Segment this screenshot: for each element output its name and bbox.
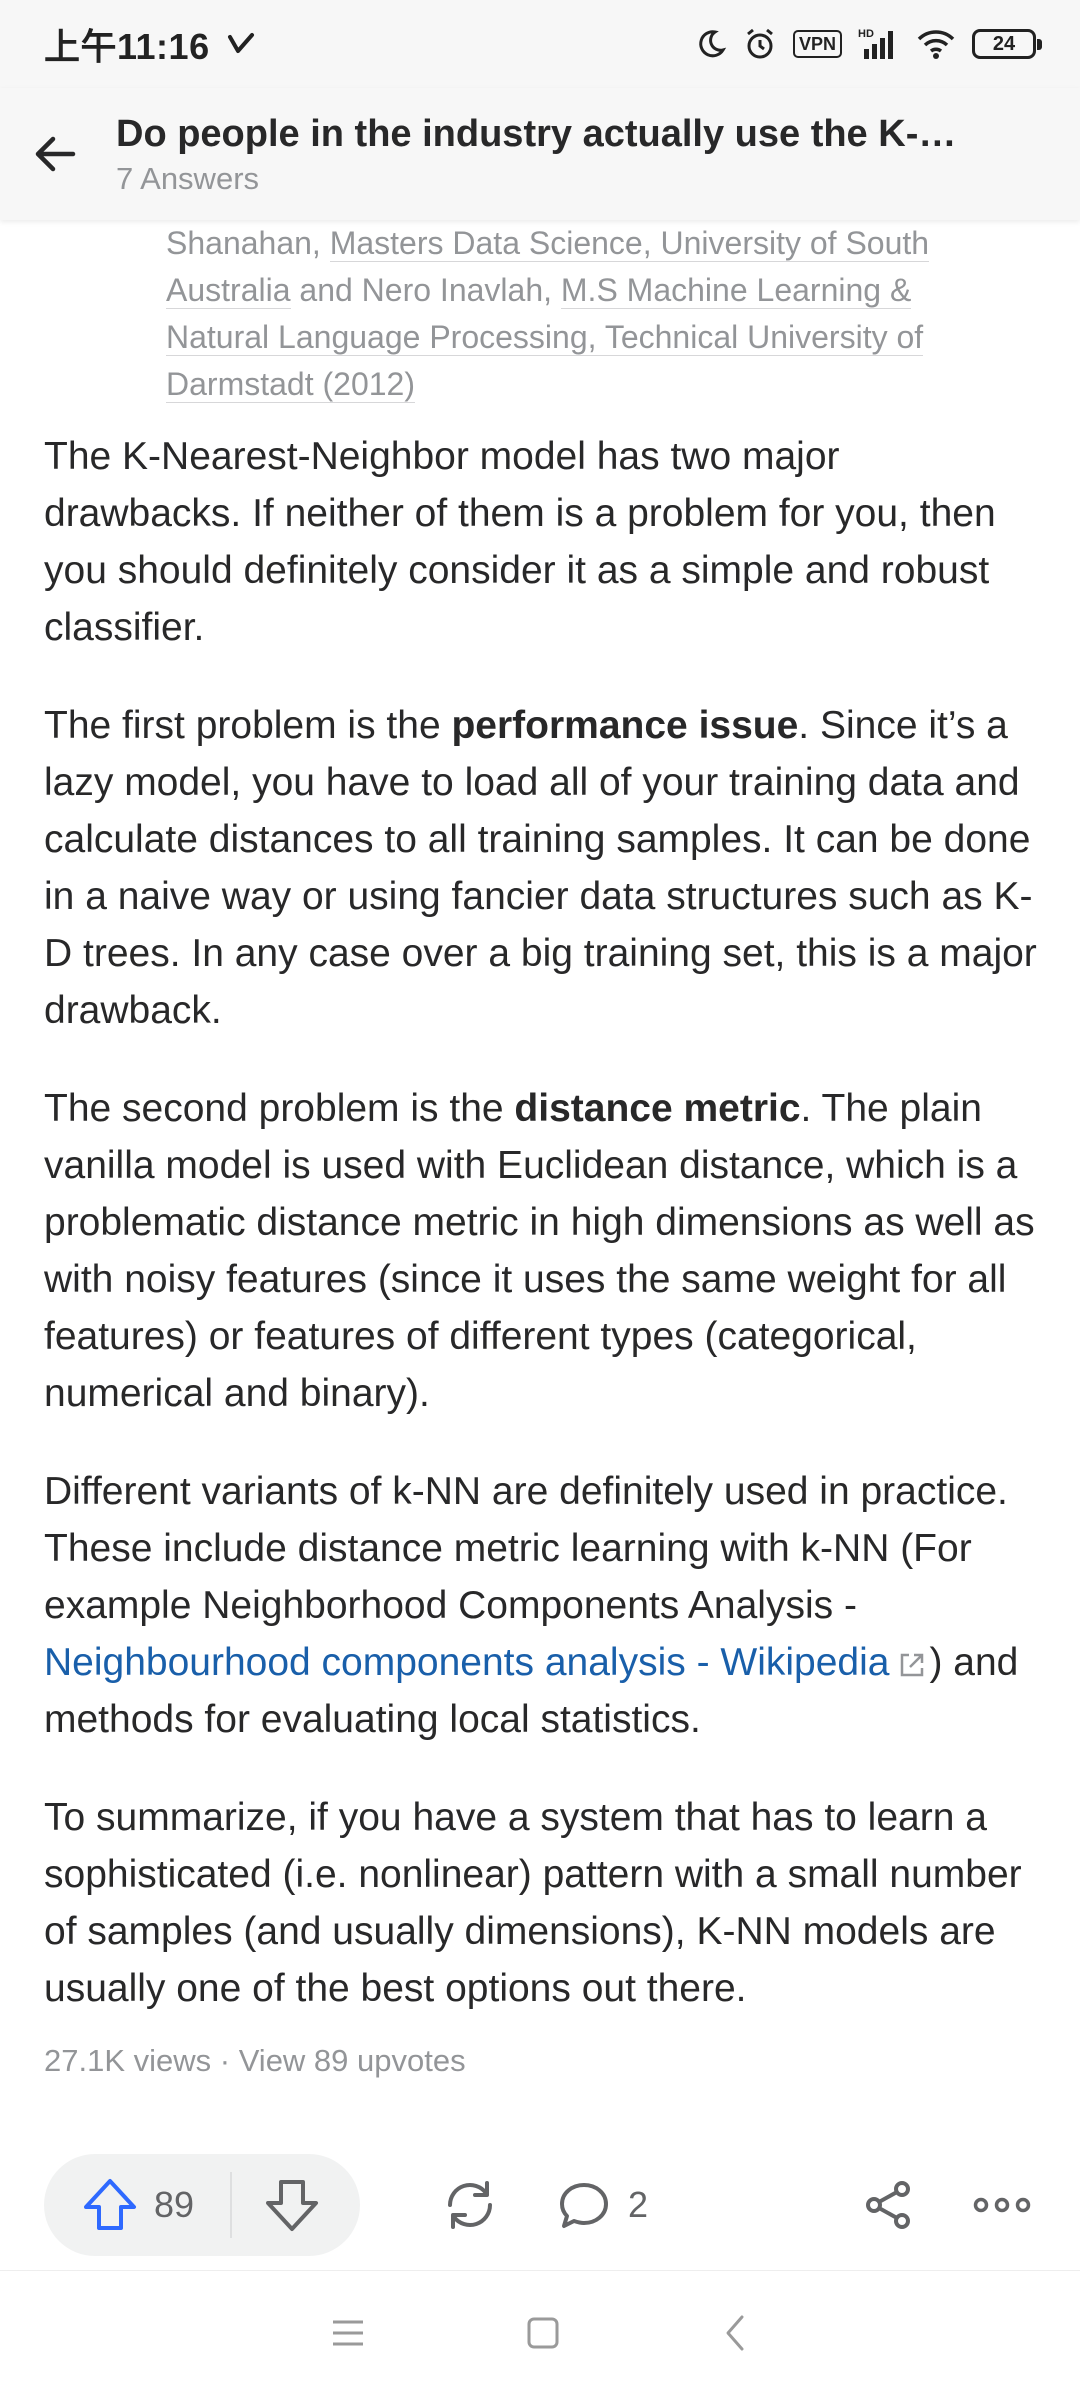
- comment-icon: [560, 2183, 608, 2228]
- paragraph-3-bold: distance metric: [514, 1087, 801, 1130]
- upvote-count: 89: [154, 2184, 195, 2225]
- chevron-left-icon: [726, 2315, 744, 2351]
- more-dots-icon: [973, 2197, 1031, 2213]
- alarm-icon: [747, 28, 773, 59]
- checkmark-icon: [227, 33, 254, 53]
- vote-group: 89: [44, 2154, 360, 2256]
- status-bar: 上午11:16 VPN HD 24: [0, 0, 1080, 88]
- answer-count[interactable]: 7 Answers: [116, 161, 260, 196]
- paragraph-4-end: ) and methods for evaluating local stati…: [44, 1641, 1019, 1741]
- external-link-icon: [901, 1653, 924, 1676]
- share-button[interactable]: [860, 2177, 916, 2233]
- comment-button[interactable]: 2: [556, 2177, 648, 2233]
- answer-stats[interactable]: 27.1K views · View 89 upvotes: [44, 2043, 466, 2078]
- nav-home-button[interactable]: [526, 2316, 560, 2355]
- system-nav-bar: [0, 2270, 1080, 2400]
- credential-link-2[interactable]: M.S Machine Learning & Natural Language …: [166, 272, 924, 403]
- home-square-icon: [527, 2317, 559, 2349]
- wikipedia-link-text: Neighbourhood components analysis - Wiki…: [44, 1641, 890, 1684]
- paragraph-2-end: . Since it’s a lazy model, you have to l…: [44, 704, 1037, 1032]
- answer-paragraph-2: The first problem is the performance iss…: [44, 697, 1044, 1039]
- wikipedia-link[interactable]: Neighbourhood components analysis - Wiki…: [44, 1641, 929, 1684]
- action-bar: 89 2: [44, 2154, 1036, 2256]
- downvote-button[interactable]: [262, 2175, 322, 2235]
- back-button[interactable]: [20, 119, 90, 189]
- nav-back-button[interactable]: [720, 2313, 750, 2358]
- credential-link-1[interactable]: Masters Data Science, University of Sout…: [166, 225, 930, 309]
- menu-lines-icon: [333, 2320, 363, 2346]
- author-credentials: Shanahan, Masters Data Science, Universi…: [166, 220, 966, 408]
- moon-icon: [699, 30, 727, 58]
- nav-menu-button[interactable]: [330, 2317, 366, 2354]
- paragraph-3-start: The second problem is the: [44, 1087, 515, 1130]
- upvote-arrow-icon: [84, 2179, 136, 2230]
- status-time: 上午11:16: [44, 26, 210, 67]
- credential-middle: and Nero Inavlah,: [290, 272, 561, 308]
- arrow-left-icon: [35, 136, 76, 172]
- reshare-icon: [448, 2181, 492, 2229]
- answer-paragraph-5: To summarize, if you have a system that …: [44, 1796, 1022, 2010]
- paragraph-4-start: Different variants of k-NN are definitel…: [44, 1470, 1008, 1627]
- answer-paragraph-3: The second problem is the distance metri…: [44, 1080, 1044, 1422]
- question-header: Do people in the industry actually use t…: [0, 88, 1080, 220]
- share-icon: [866, 2181, 910, 2229]
- comment-count: 2: [628, 2184, 649, 2225]
- reshare-button[interactable]: [440, 2175, 500, 2235]
- downvote-arrow-icon: [266, 2180, 319, 2231]
- question-title[interactable]: Do people in the industry actually use t…: [116, 113, 957, 155]
- upvote-button[interactable]: 89: [80, 2175, 194, 2235]
- paragraph-2-bold: performance issue: [451, 704, 799, 747]
- signal-icon: HD: [858, 28, 893, 59]
- credential-prefix: Shanahan,: [166, 225, 330, 261]
- wifi-icon: [917, 30, 955, 59]
- paragraph-3-end: . The plain vanilla model is used with E…: [44, 1087, 1035, 1415]
- vpn-badge: VPN: [792, 30, 842, 58]
- more-options-button[interactable]: [972, 2190, 1032, 2220]
- battery-indicator: 24: [972, 29, 1042, 59]
- battery-level: 24: [992, 32, 1016, 55]
- answer-content: Shanahan, Masters Data Science, Universi…: [44, 220, 1044, 2083]
- vote-divider: [230, 2172, 233, 2238]
- answer-paragraph-4: Different variants of k-NN are definitel…: [44, 1463, 1044, 1748]
- paragraph-2-start: The first problem is the: [44, 704, 452, 747]
- svg-text:HD: HD: [858, 28, 874, 40]
- answer-paragraph-1: The K-Nearest-Neighbor model has two maj…: [44, 435, 996, 649]
